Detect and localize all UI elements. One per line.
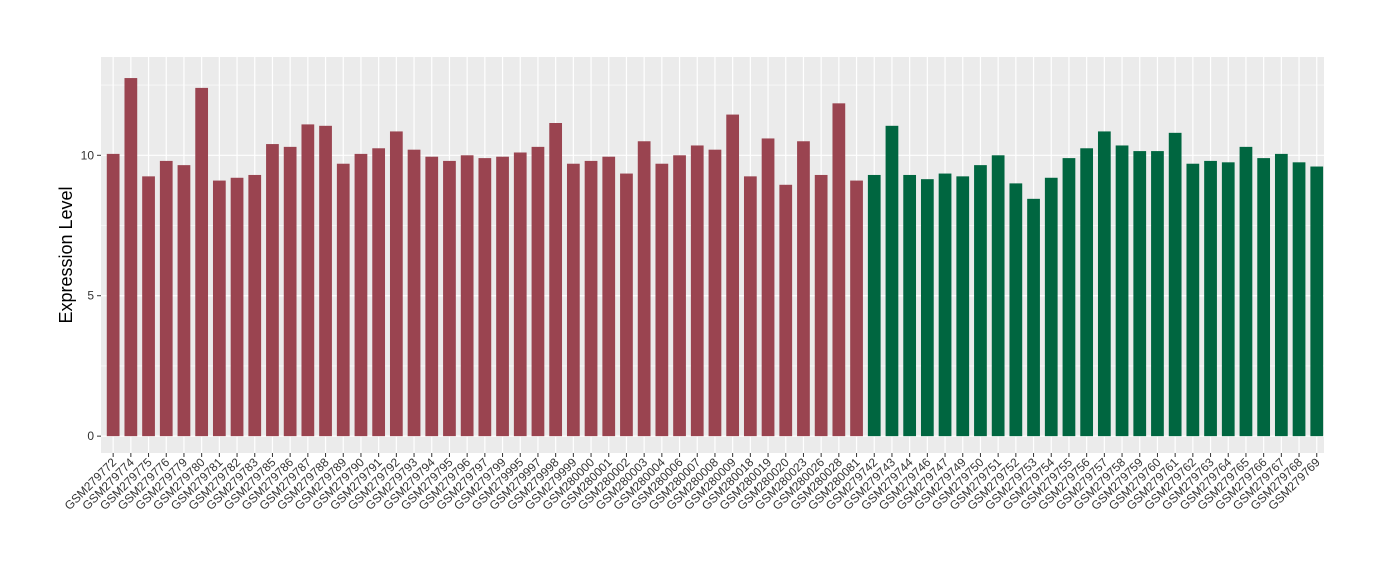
bar-GSM280008 <box>708 149 722 437</box>
bar-GSM279749 <box>956 176 970 437</box>
y-axis-title: Expression Level <box>56 186 76 323</box>
bar-GSM279782 <box>230 177 244 437</box>
bar-GSM279781 <box>212 180 226 437</box>
bar-GSM279775 <box>142 176 155 437</box>
bar-GSM280081 <box>850 180 863 437</box>
bar-GSM279799 <box>496 156 509 437</box>
bar-GSM279790 <box>354 153 368 437</box>
bar-GSM279995 <box>513 152 527 437</box>
bar-GSM279767 <box>1274 153 1288 437</box>
bar-GSM279762 <box>1186 163 1200 437</box>
bar-GSM280001 <box>602 156 616 437</box>
bar-GSM279776 <box>159 160 173 437</box>
bar-GSM279769 <box>1310 166 1324 437</box>
bar-GSM279765 <box>1239 146 1253 437</box>
bar-GSM279746 <box>920 179 934 437</box>
bar-GSM279743 <box>885 125 899 437</box>
bar-GSM279764 <box>1221 162 1235 437</box>
bar-GSM280018 <box>743 176 757 437</box>
bar-GSM280002 <box>620 173 633 437</box>
bar-GSM280019 <box>761 138 775 437</box>
bar-GSM279997 <box>531 146 545 437</box>
bar-GSM279786 <box>283 146 297 437</box>
bar-GSM279794 <box>425 156 439 437</box>
bars <box>106 78 1324 437</box>
bar-GSM279758 <box>1115 145 1129 437</box>
bar-GSM280023 <box>797 141 810 437</box>
bar-GSM279793 <box>407 149 421 437</box>
bar-GSM279742 <box>867 174 881 437</box>
bar-GSM279760 <box>1151 151 1164 437</box>
bar-GSM279999 <box>566 163 580 437</box>
bar-GSM279797 <box>478 158 492 437</box>
bar-GSM280026 <box>814 174 828 437</box>
bar-GSM279787 <box>301 124 315 437</box>
y-tick-label: 10 <box>81 148 95 162</box>
bar-GSM280000 <box>584 160 598 437</box>
bar-GSM279783 <box>248 174 262 437</box>
bar-GSM280006 <box>673 155 686 437</box>
bar-GSM279774 <box>124 78 138 437</box>
bar-GSM279750 <box>974 165 987 437</box>
bar-GSM279772 <box>106 153 120 437</box>
bar-GSM279791 <box>372 148 386 437</box>
y-tick-label: 5 <box>87 289 94 303</box>
bar-GSM279752 <box>1009 183 1023 437</box>
bar-GSM280003 <box>637 141 651 437</box>
bar-GSM279780 <box>195 87 209 437</box>
bar-GSM279788 <box>319 125 332 437</box>
bar-GSM279759 <box>1133 151 1147 437</box>
bar-GSM279754 <box>1044 177 1058 437</box>
bar-GSM279796 <box>460 155 474 437</box>
bar-GSM279768 <box>1292 162 1306 437</box>
bar-GSM279795 <box>443 160 456 437</box>
bar-GSM279779 <box>177 165 191 437</box>
bar-GSM280007 <box>690 145 704 437</box>
bar-GSM279766 <box>1257 158 1271 437</box>
bar-GSM279763 <box>1204 160 1217 437</box>
bar-GSM279757 <box>1097 131 1111 437</box>
bar-GSM279753 <box>1027 198 1040 437</box>
bar-GSM279744 <box>903 174 917 437</box>
bar-GSM280004 <box>655 163 669 437</box>
bar-GSM279747 <box>938 173 952 437</box>
y-axis: 0 5 10 <box>81 148 101 443</box>
bar-GSM279785 <box>266 144 279 437</box>
bar-GSM279792 <box>389 131 403 437</box>
bar-GSM279755 <box>1062 158 1076 437</box>
bar-GSM280028 <box>832 103 846 437</box>
x-axis: GSM279772GSM279774GSM279775GSM279776GSM2… <box>62 453 1323 513</box>
y-tick-label: 0 <box>87 429 94 443</box>
bar-GSM279789 <box>336 163 350 437</box>
bar-GSM279751 <box>991 155 1005 437</box>
bar-GSM279998 <box>549 123 563 437</box>
bar-GSM279761 <box>1168 132 1182 437</box>
bar-GSM279756 <box>1080 148 1094 437</box>
bar-GSM280009 <box>726 114 740 437</box>
bar-GSM280020 <box>779 184 793 437</box>
